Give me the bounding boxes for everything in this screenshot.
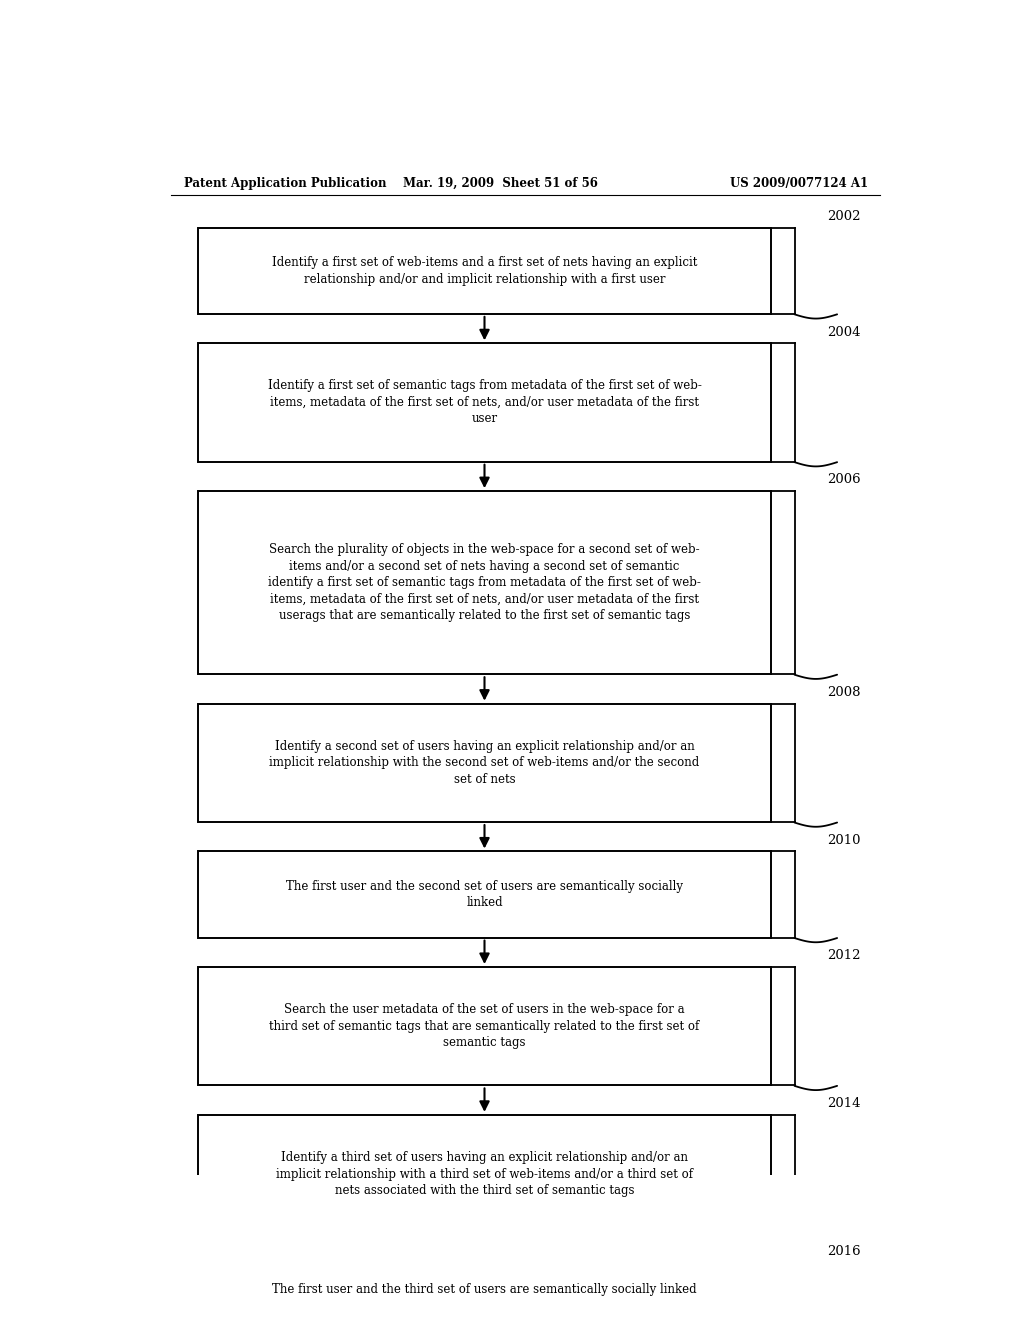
Bar bbox=[198, 968, 771, 1085]
Bar bbox=[198, 228, 771, 314]
Text: The first user and the third set of users are semantically socially linked: The first user and the third set of user… bbox=[272, 1283, 696, 1296]
Text: Identify a second set of users having an explicit relationship and/or an
implici: Identify a second set of users having an… bbox=[269, 739, 699, 785]
Bar bbox=[198, 851, 771, 937]
Bar bbox=[198, 1115, 771, 1233]
Bar bbox=[198, 343, 771, 462]
Text: Identify a first set of web-items and a first set of nets having an explicit
rel: Identify a first set of web-items and a … bbox=[271, 256, 697, 285]
Bar bbox=[198, 704, 771, 822]
Text: 2010: 2010 bbox=[827, 834, 860, 847]
Text: Search the plurality of objects in the web-space for a second set of web-
items : Search the plurality of objects in the w… bbox=[268, 543, 701, 622]
Text: Identify a first set of semantic tags from metadata of the first set of web-
ite: Identify a first set of semantic tags fr… bbox=[267, 379, 701, 425]
Text: 2002: 2002 bbox=[827, 210, 860, 223]
Text: Identify a third set of users having an explicit relationship and/or an
implicit: Identify a third set of users having an … bbox=[276, 1151, 693, 1197]
Text: 2006: 2006 bbox=[827, 474, 861, 487]
Text: 2012: 2012 bbox=[827, 949, 860, 962]
Text: 2004: 2004 bbox=[827, 326, 860, 339]
Text: Patent Application Publication: Patent Application Publication bbox=[183, 177, 386, 190]
Text: 2008: 2008 bbox=[827, 686, 860, 700]
Bar bbox=[198, 1263, 771, 1316]
Text: Search the user metadata of the set of users in the web-space for a
third set of: Search the user metadata of the set of u… bbox=[269, 1003, 699, 1049]
Text: The first user and the second set of users are semantically socially
linked: The first user and the second set of use… bbox=[286, 879, 683, 909]
Text: 2014: 2014 bbox=[827, 1097, 860, 1110]
Bar bbox=[198, 491, 771, 675]
Text: Mar. 19, 2009  Sheet 51 of 56: Mar. 19, 2009 Sheet 51 of 56 bbox=[402, 177, 597, 190]
Text: 2016: 2016 bbox=[827, 1245, 861, 1258]
Text: US 2009/0077124 A1: US 2009/0077124 A1 bbox=[730, 177, 868, 190]
